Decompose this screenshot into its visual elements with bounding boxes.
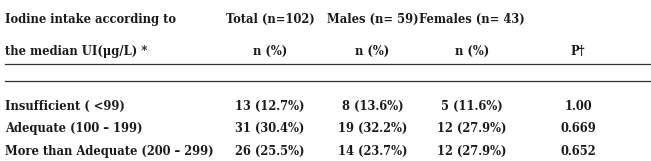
Text: 12 (27.9%): 12 (27.9%): [437, 122, 506, 135]
Text: 14 (23.7%): 14 (23.7%): [338, 145, 407, 158]
Text: 12 (27.9%): 12 (27.9%): [437, 145, 506, 158]
Text: 8 (13.6%): 8 (13.6%): [342, 100, 403, 113]
Text: the median UI(μg/L) *: the median UI(μg/L) *: [5, 45, 148, 58]
Text: Insufficient ( <99): Insufficient ( <99): [5, 100, 125, 113]
Text: 5 (11.6%): 5 (11.6%): [441, 100, 503, 113]
Text: Males (n= 59): Males (n= 59): [327, 13, 418, 26]
Text: 26 (25.5%): 26 (25.5%): [236, 145, 305, 158]
Text: More than Adequate (200 – 299): More than Adequate (200 – 299): [5, 145, 214, 158]
Text: 19 (32.2%): 19 (32.2%): [338, 122, 407, 135]
Text: Iodine intake according to: Iodine intake according to: [5, 13, 176, 26]
Text: 0.652: 0.652: [561, 145, 596, 158]
Text: n (%): n (%): [455, 45, 489, 58]
Text: P†: P†: [571, 45, 585, 58]
Text: n (%): n (%): [355, 45, 389, 58]
Text: 13 (12.7%): 13 (12.7%): [236, 100, 305, 113]
Text: 0.669: 0.669: [561, 122, 596, 135]
Text: n (%): n (%): [253, 45, 287, 58]
Text: Adequate (100 – 199): Adequate (100 – 199): [5, 122, 143, 135]
Text: Females (n= 43): Females (n= 43): [419, 13, 525, 26]
Text: 1.00: 1.00: [564, 100, 592, 113]
Text: Total (n=102): Total (n=102): [226, 13, 314, 26]
Text: 31 (30.4%): 31 (30.4%): [236, 122, 305, 135]
